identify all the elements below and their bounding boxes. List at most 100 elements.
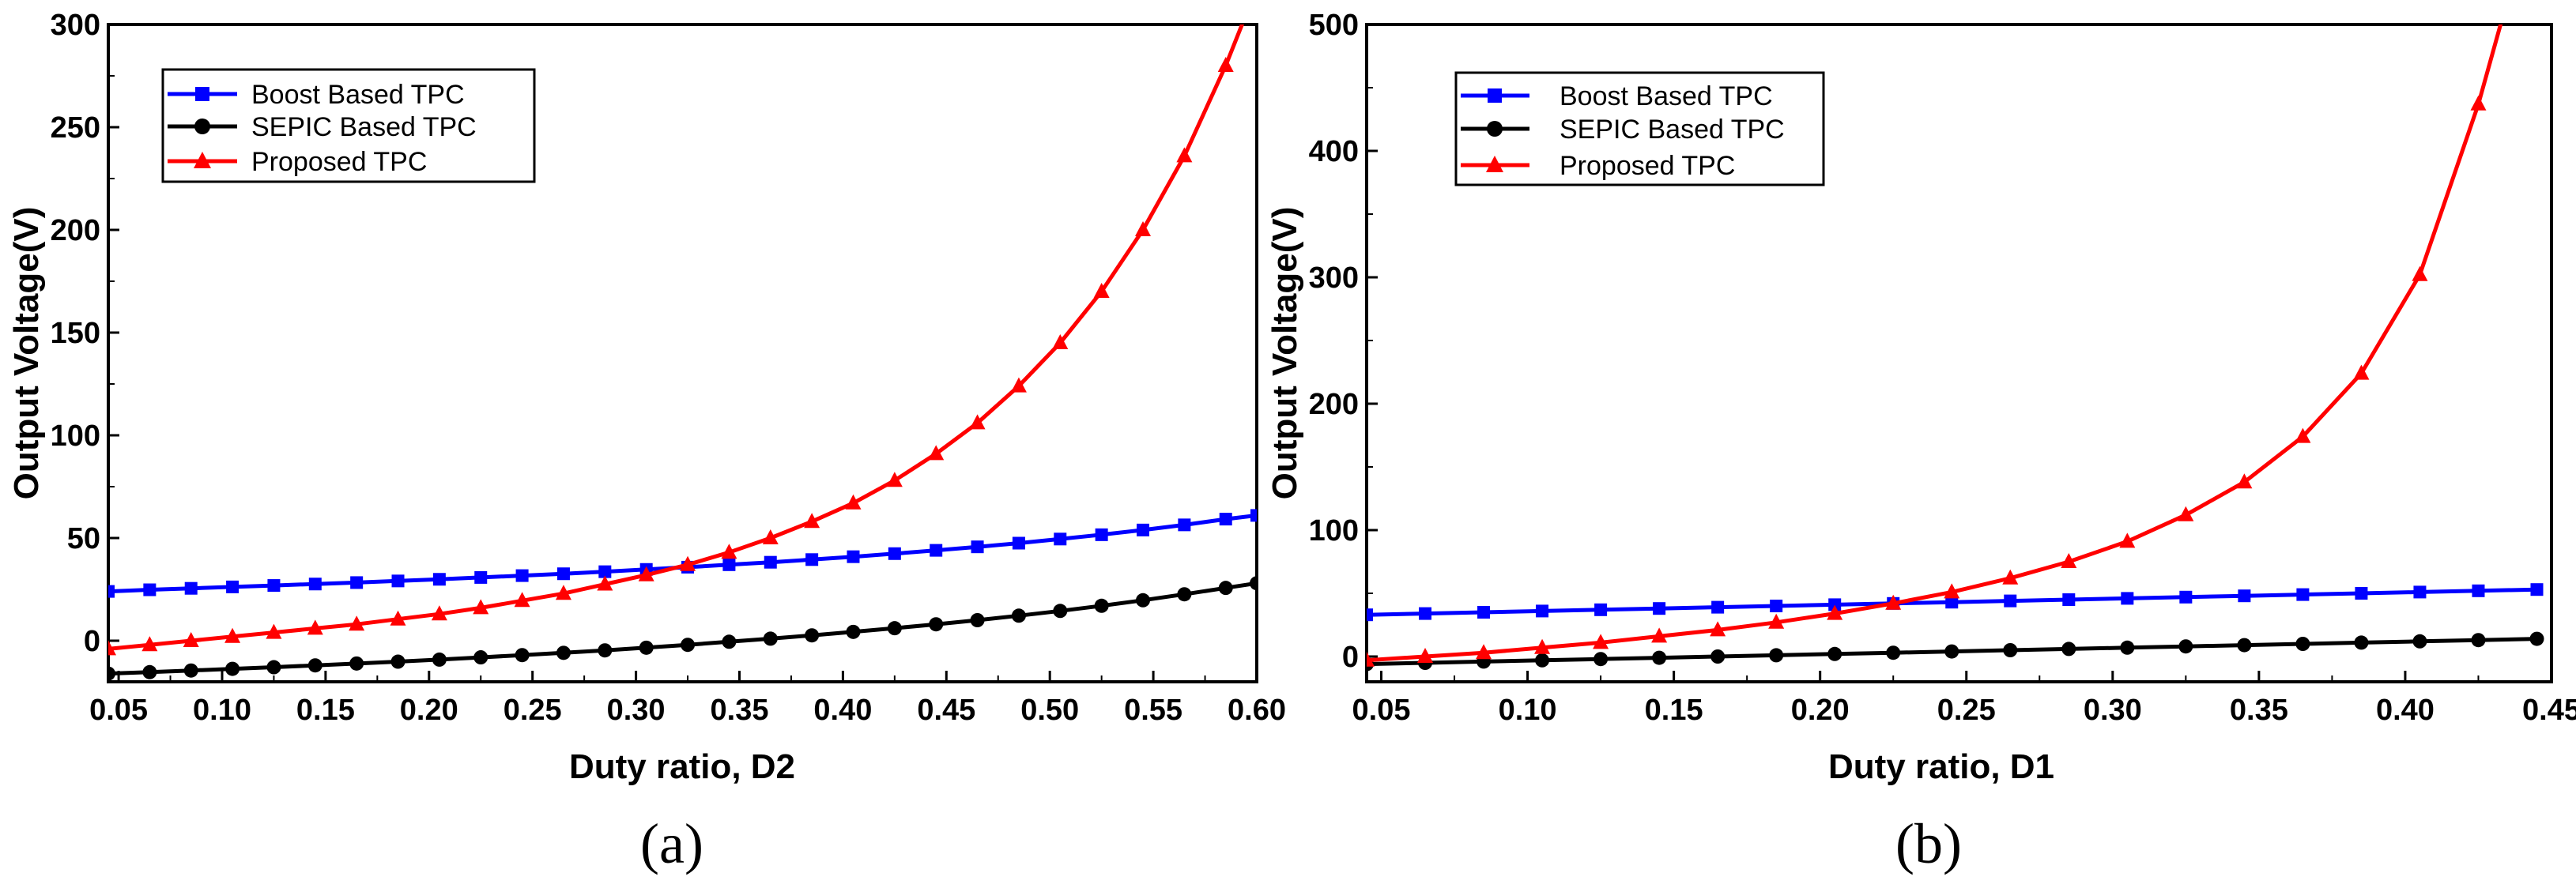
data-point-boost-based-tpc [1367,608,1373,622]
data-point-sepic-based-tpc [225,661,240,676]
data-point-sepic-based-tpc [805,628,820,643]
data-point-sepic-based-tpc [929,617,944,632]
x-tick-label: 0.40 [813,694,872,727]
x-ticks-a: 0.05 0.10 0.15 0.20 0.25 0.30 0.35 0.40 0.45 0.50… [89,671,1286,727]
data-point-proposed-tpc [2178,506,2194,521]
data-point-boost-based-tpc [2530,583,2544,596]
data-point-sepic-based-tpc [2178,639,2193,654]
data-point-proposed-tpc [597,575,613,591]
legend-a: Boost Based TPC SEPIC Based TPC Proposed… [161,68,536,183]
y-tick-label: 0 [84,625,100,658]
y-axis-label-a: Output Voltage(V) [7,207,46,500]
data-point-proposed-tpc [1052,334,1069,349]
y-tick-label: 100 [51,420,100,453]
data-point-proposed-tpc [2470,95,2487,111]
data-point-proposed-tpc [141,636,158,652]
data-point-proposed-tpc [680,555,696,571]
data-point-proposed-tpc [2236,473,2253,489]
legend-marker-proposed-a [194,152,211,168]
data-point-boost-based-tpc [1219,513,1232,526]
x-tick-label: 0.60 [1228,694,1286,727]
data-point-boost-based-tpc [226,580,239,593]
data-point-boost-based-tpc [764,555,777,569]
x-tick-label: 0.45 [917,694,975,727]
data-point-proposed-tpc [1885,594,1902,610]
data-point-sepic-based-tpc [349,656,364,671]
data-point-sepic-based-tpc [1136,593,1151,608]
data-point-sepic-based-tpc [2412,634,2427,649]
data-point-boost-based-tpc [1012,536,1025,550]
data-point-proposed-tpc [555,585,571,600]
data-point-sepic-based-tpc [473,650,488,665]
data-point-sepic-based-tpc [2295,637,2310,651]
data-point-boost-based-tpc [350,576,364,589]
data-point-sepic-based-tpc [1710,649,1726,664]
data-point-boost-based-tpc [2296,588,2310,601]
data-point-sepic-based-tpc [681,638,696,653]
legend-marker-boost-a [195,87,209,101]
data-point-boost-based-tpc [2472,584,2485,597]
data-point-boost-based-tpc [1536,604,1549,618]
x-tick-label: 0.50 [1020,694,1079,727]
data-point-boost-based-tpc [143,583,157,596]
x-tick-label: 0.10 [1499,694,1557,727]
x-tick-label: 0.40 [2376,694,2435,727]
data-point-proposed-tpc [183,632,199,647]
legend-b: Boost Based TPC SEPIC Based TPC Proposed… [1454,71,1825,186]
data-point-proposed-tpc [2119,532,2136,548]
x-axis-label-a: Duty ratio, D2 [569,747,795,786]
legend-label-proposed-b: Proposed TPC [1560,151,1735,181]
data-point-boost-based-tpc [267,579,281,593]
data-point-boost-based-tpc [1828,598,1842,611]
data-point-proposed-tpc [721,544,737,559]
legend-label-boost-b: Boost Based TPC [1560,81,1773,111]
data-point-boost-based-tpc [1945,596,1959,609]
data-point-boost-based-tpc [2004,594,2017,608]
data-point-proposed-tpc [1010,377,1027,393]
data-point-proposed-tpc [638,566,654,581]
data-point-sepic-based-tpc [2471,633,2486,648]
y-tick-label: 300 [51,9,100,42]
data-point-sepic-based-tpc [846,624,861,639]
data-point-boost-based-tpc [1770,600,1783,612]
data-point-proposed-tpc [2412,265,2428,281]
data-point-boost-based-tpc [598,565,612,578]
data-point-proposed-tpc [1710,621,1726,637]
data-point-sepic-based-tpc [307,658,322,673]
data-point-boost-based-tpc [108,585,115,598]
data-point-sepic-based-tpc [183,663,198,678]
x-tick-label: 0.25 [504,694,562,727]
data-point-boost-based-tpc [888,547,901,560]
data-point-sepic-based-tpc [1593,652,1609,667]
data-point-sepic-based-tpc [1011,608,1026,623]
data-point-boost-based-tpc [2121,592,2134,605]
x-tick-label: 0.35 [2230,694,2288,727]
x-tick-label: 0.30 [2084,694,2142,727]
data-point-sepic-based-tpc [266,660,281,675]
data-point-boost-based-tpc [722,558,736,571]
data-point-proposed-tpc [886,472,903,487]
data-point-sepic-based-tpc [2120,640,2135,655]
data-point-proposed-tpc [1593,634,1609,649]
x-tick-label: 0.55 [1124,694,1182,727]
data-point-proposed-tpc [2353,364,2370,380]
data-point-sepic-based-tpc [639,640,654,655]
x-ticks-b: 0.05 0.10 0.15 0.20 0.25 0.30 0.35 0.40 0.45 [1352,671,2576,727]
y-tick-label: 200 [1309,388,1359,421]
data-point-proposed-tpc [1768,613,1785,629]
data-point-proposed-tpc [1534,638,1551,654]
x-tick-label: 0.15 [1645,694,1703,727]
y-ticks-a: 0 50 100 150 200 250 300 [51,9,119,658]
data-point-sepic-based-tpc [763,631,778,646]
data-point-boost-based-tpc [1250,509,1257,522]
data-point-proposed-tpc [1176,147,1193,163]
data-point-sepic-based-tpc [1250,576,1257,591]
data-point-proposed-tpc [1827,604,1843,620]
data-point-boost-based-tpc [391,574,405,588]
data-point-boost-based-tpc [2238,589,2251,603]
y-tick-label: 150 [51,317,100,350]
data-point-boost-based-tpc [184,581,198,595]
x-tick-label: 0.15 [296,694,355,727]
data-point-sepic-based-tpc [432,652,447,667]
